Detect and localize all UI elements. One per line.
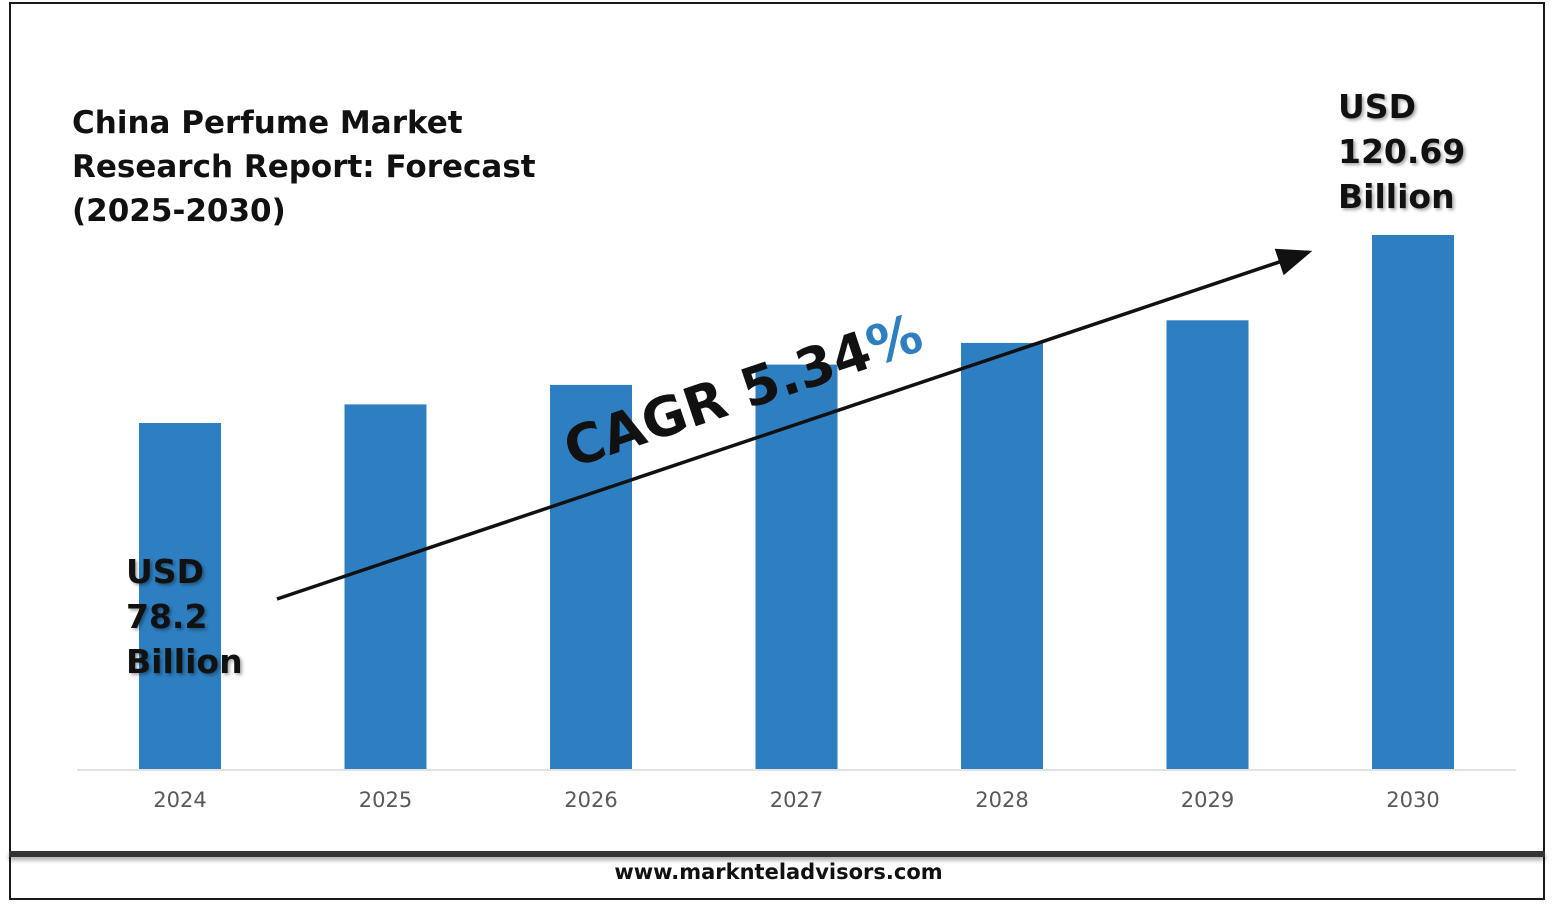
title-line-1: China Perfume Market: [72, 105, 463, 141]
x-tick-label-2026: 2026: [564, 788, 617, 812]
x-tick-label-2030: 2030: [1386, 788, 1439, 812]
bars-group: [139, 235, 1454, 769]
start-value-callout: USD 78.2 Billion: [126, 549, 243, 684]
bar-2025: [344, 404, 427, 769]
title-line-3: (2025-2030): [72, 193, 286, 229]
start-callout-line-1: USD: [126, 552, 204, 591]
footer-website-link[interactable]: www.marknteladvisors.com: [614, 860, 943, 884]
x-tick-label-2025: 2025: [359, 788, 412, 812]
start-callout-line-3: Billion: [126, 642, 243, 681]
x-axis-ticks: 2024 2025 2026 2027 2028 2029 2030: [153, 788, 1439, 812]
cagr-arrow: [276, 248, 1313, 601]
start-callout-line-2: 78.2: [126, 597, 208, 636]
x-tick-label-2027: 2027: [770, 788, 823, 812]
footer-divider: [9, 851, 1545, 857]
title-line-2: Research Report: Forecast: [72, 149, 536, 185]
end-callout-line-1: USD: [1338, 87, 1416, 126]
end-callout-line-3: Billion: [1338, 177, 1455, 216]
x-tick-label-2024: 2024: [153, 788, 206, 812]
x-tick-label-2028: 2028: [975, 788, 1028, 812]
chart-title: China Perfume Market Research Report: Fo…: [72, 101, 592, 233]
bar-2029: [1166, 320, 1249, 769]
bar-2028: [961, 342, 1043, 769]
x-tick-label-2029: 2029: [1181, 788, 1234, 812]
end-callout-line-2: 120.69: [1338, 132, 1466, 171]
bar-2026: [550, 384, 632, 769]
bar-2024: [139, 423, 221, 769]
bar-2030: [1372, 235, 1454, 769]
end-value-callout: USD 120.69 Billion: [1338, 84, 1465, 219]
